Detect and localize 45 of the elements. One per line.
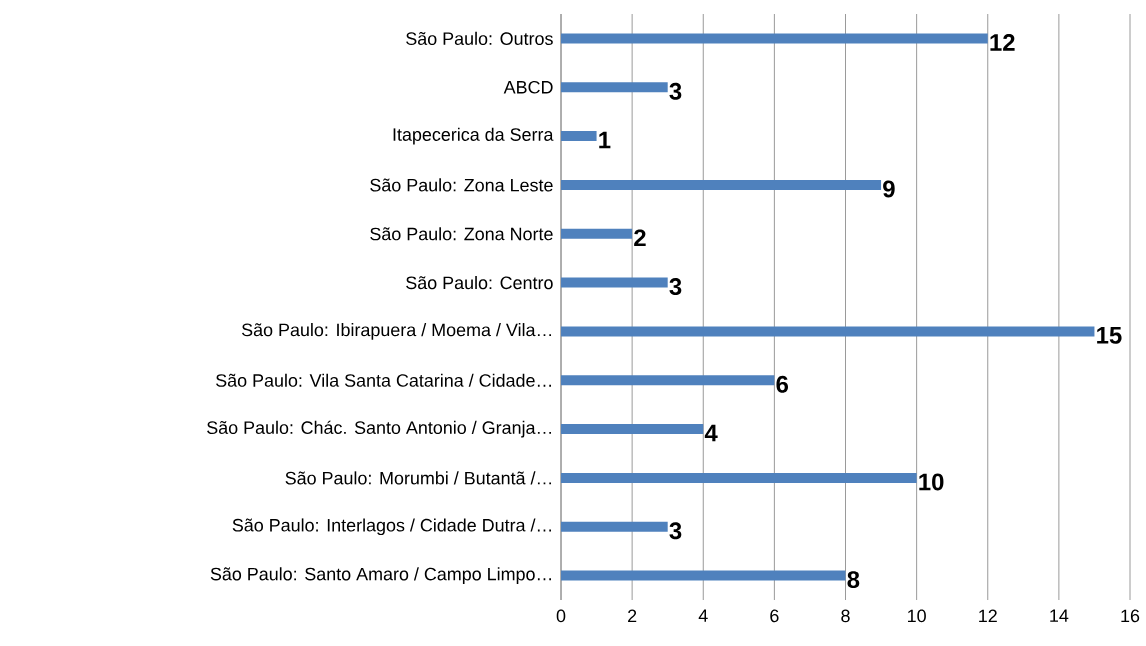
x-tick-label: 16: [1121, 609, 1140, 623]
bar: [561, 570, 846, 581]
bar: [561, 33, 988, 44]
x-tick-label: 8: [841, 609, 850, 623]
bar: [561, 131, 597, 142]
x-tick-label: 12: [979, 609, 997, 623]
bar: [561, 277, 668, 288]
bar: [561, 375, 775, 386]
data-label: 8: [847, 571, 860, 589]
bar: [561, 521, 668, 532]
bar: [561, 424, 704, 435]
y-tick-label: São Paulo: Chác. Santo Antonio / Granja…: [207, 420, 551, 438]
bar: [561, 326, 1095, 337]
bar: [561, 82, 668, 93]
data-label: 6: [776, 375, 789, 393]
data-label: 4: [704, 424, 718, 442]
y-tick-label: São Paulo: Outros: [406, 31, 553, 45]
y-tick-label: São Paulo: Centro: [406, 276, 553, 290]
data-label: 9: [883, 180, 895, 198]
data-label: 15: [1097, 327, 1122, 344]
data-label: 2: [634, 229, 646, 247]
data-label: 12: [990, 34, 1015, 51]
y-tick-label: São Paulo: Zona Norte: [370, 227, 553, 241]
y-tick-label: São Paulo: Interlagos / Cidade Dutra /…: [232, 518, 551, 536]
data-label: 10: [919, 473, 944, 491]
x-tick-label: 14: [1050, 609, 1069, 622]
x-tick-label: 6: [770, 609, 779, 623]
bar: [561, 472, 917, 483]
data-label: 3: [669, 278, 682, 296]
y-tick-label: São Paulo: Vila Santa Catarina / Cidade…: [216, 373, 551, 387]
y-tick-label: São Paulo: Santo Amaro / Campo Limpo…: [210, 567, 551, 584]
x-tick-label: 4: [698, 609, 708, 622]
y-tick-label: São Paulo: Zona Leste: [370, 178, 553, 192]
x-tick-label: 2: [628, 609, 637, 623]
x-tick-label: 10: [908, 609, 926, 623]
y-tick-label: ABCD: [503, 80, 553, 94]
bar: [561, 228, 633, 239]
data-label: 3: [669, 522, 682, 540]
bar: [561, 179, 882, 190]
x-tick-label: 0: [556, 609, 566, 623]
y-tick-label: São Paulo: Ibirapuera / Moema / Vila…: [241, 323, 552, 340]
y-tick-label: Itapecerica da Serra: [393, 127, 554, 145]
y-tick-label: São Paulo: Morumbi / Butantã /…: [285, 471, 552, 485]
data-label: 1: [599, 131, 611, 149]
data-label: 3: [669, 82, 682, 100]
